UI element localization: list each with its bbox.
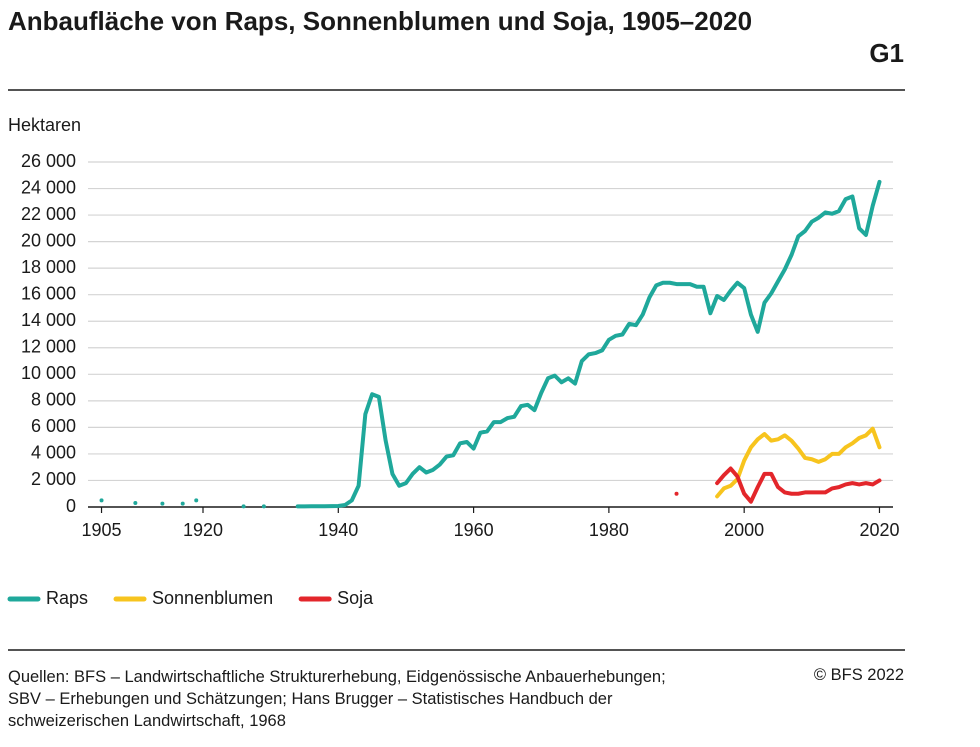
x-tick-label: 1940 bbox=[318, 520, 358, 540]
x-tick-label: 2000 bbox=[724, 520, 764, 540]
y-tick-label: 26 000 bbox=[21, 151, 76, 171]
x-tick-label: 1980 bbox=[589, 520, 629, 540]
y-tick-label: 0 bbox=[66, 496, 76, 516]
y-tick-label: 8 000 bbox=[31, 390, 76, 410]
chart-title: Anbaufläche von Raps, Sonnenblumen und S… bbox=[8, 6, 753, 36]
y-tick-label: 14 000 bbox=[21, 310, 76, 330]
legend-label: Soja bbox=[337, 588, 374, 608]
y-axis-label: Hektaren bbox=[8, 115, 81, 135]
y-tick-label: 24 000 bbox=[21, 177, 76, 197]
series-line bbox=[674, 466, 882, 504]
y-tick-label: 10 000 bbox=[21, 363, 76, 383]
chart-code: G1 bbox=[869, 38, 904, 68]
copyright: © BFS 2022 bbox=[813, 666, 904, 684]
x-tick-label: 1905 bbox=[82, 520, 122, 540]
y-tick-label: 18 000 bbox=[21, 257, 76, 277]
legend-label: Raps bbox=[46, 588, 88, 608]
series-line bbox=[715, 426, 882, 499]
y-tick-label: 16 000 bbox=[21, 283, 76, 303]
x-tick-label: 1920 bbox=[183, 520, 223, 540]
y-tick-label: 2 000 bbox=[31, 469, 76, 489]
y-tick-label: 22 000 bbox=[21, 204, 76, 224]
x-tick-label: 2020 bbox=[859, 520, 899, 540]
x-tick-label: 1960 bbox=[454, 520, 494, 540]
y-tick-label: 12 000 bbox=[21, 337, 76, 357]
y-tick-label: 4 000 bbox=[31, 443, 76, 463]
y-tick-label: 20 000 bbox=[21, 230, 76, 250]
series-line bbox=[99, 179, 882, 509]
source-note: Quellen: BFS – Landwirtschaftliche Struk… bbox=[8, 668, 666, 730]
legend-label: Sonnenblumen bbox=[152, 588, 273, 608]
y-tick-label: 6 000 bbox=[31, 416, 76, 436]
